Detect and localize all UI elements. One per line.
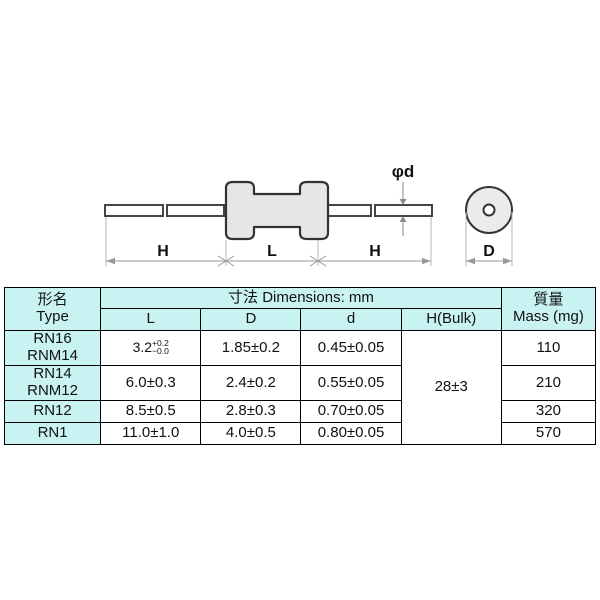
cell-diameter: 4.0±0.5 bbox=[200, 422, 302, 445]
tolerance-stack: +0.2 −0.0 bbox=[152, 338, 169, 357]
header-col-dd: d bbox=[300, 308, 402, 331]
resistor-body bbox=[224, 180, 330, 241]
phi-d-callout bbox=[399, 182, 407, 236]
header-type-jp: 形名 bbox=[37, 291, 68, 309]
specification-table-container: 形名 Type 寸法 Dimensions: mm 質量 Mass (mg) L… bbox=[3, 287, 597, 445]
tolerance-lower: −0.0 bbox=[152, 346, 169, 357]
tolerance-upper: +0.2 bbox=[152, 338, 169, 349]
witness-lines bbox=[105, 217, 432, 266]
cell-type: RN14 RNM12 bbox=[3, 365, 102, 401]
cell-mass: 210 bbox=[500, 365, 597, 401]
phi-d-label: φd bbox=[392, 162, 415, 181]
table-row: RN1 11.0±1.0 4.0±0.5 0.80±0.05 570 bbox=[3, 422, 597, 445]
cell-length: 6.0±0.3 bbox=[100, 365, 202, 401]
dimension-label-h-left: H bbox=[157, 243, 169, 260]
cell-mass: 110 bbox=[500, 330, 597, 366]
dimension-label-h-right: H bbox=[369, 243, 381, 260]
dimension-label-d: D bbox=[483, 243, 495, 260]
table-row: RN14 RNM12 6.0±0.3 2.4±0.2 0.55±0.05 210 bbox=[3, 365, 597, 401]
cell-diameter: 2.8±0.3 bbox=[200, 400, 302, 423]
header-mass-jp: 質量 bbox=[533, 291, 564, 309]
type-line: RNM12 bbox=[27, 382, 78, 399]
component-drawing: φd H L H bbox=[0, 0, 600, 285]
header-type-en: Type bbox=[36, 308, 69, 325]
table-body: RN16 RNM14 3.2 +0.2 −0.0 1.85±0.2 0.45±0.0… bbox=[3, 330, 597, 445]
dimension-line-hlh bbox=[106, 255, 431, 267]
type-line: RN16 bbox=[33, 330, 72, 348]
lead-segment-right-outer bbox=[374, 204, 433, 217]
lead-segment-left-outer bbox=[104, 204, 164, 217]
header-col-l: L bbox=[100, 308, 202, 331]
specification-table: 形名 Type 寸法 Dimensions: mm 質量 Mass (mg) L… bbox=[3, 287, 597, 445]
cell-type: RN12 bbox=[3, 400, 102, 423]
tolerance-base: 3.2 bbox=[132, 338, 153, 355]
cell-h-bulk: 28±3 bbox=[400, 330, 502, 445]
header-col-h: H(Bulk) bbox=[400, 308, 502, 331]
type-line: RN14 bbox=[33, 365, 72, 383]
cell-lead-dia: 0.80±0.05 bbox=[300, 422, 402, 445]
table-header-row-bottom: L D d H(Bulk) bbox=[5, 308, 596, 331]
type-line: RN12 bbox=[33, 402, 72, 420]
tolerance-value: 3.2 +0.2 −0.0 bbox=[132, 338, 169, 357]
cell-length: 3.2 +0.2 −0.0 bbox=[100, 330, 202, 366]
cell-lead-dia: 0.70±0.05 bbox=[300, 400, 402, 423]
cross-section-lead-hole bbox=[482, 203, 496, 217]
header-mass-en: Mass (mg) bbox=[512, 308, 584, 325]
cell-mass: 320 bbox=[500, 400, 597, 423]
cell-mass: 570 bbox=[500, 422, 597, 445]
cross-section-dimension-line bbox=[466, 257, 512, 265]
type-line: RNM14 bbox=[27, 347, 78, 364]
table-row: RN16 RNM14 3.2 +0.2 −0.0 1.85±0.2 0.45±0.0… bbox=[3, 330, 597, 445]
dimension-label-l: L bbox=[267, 243, 277, 260]
cell-diameter: 2.4±0.2 bbox=[200, 365, 302, 401]
cell-length: 11.0±1.0 bbox=[100, 422, 202, 445]
table-row: RN12 8.5±0.5 2.8±0.3 0.70±0.05 320 bbox=[3, 400, 597, 423]
cell-lead-dia: 0.55±0.05 bbox=[300, 365, 402, 401]
cell-diameter: 1.85±0.2 bbox=[200, 330, 302, 366]
header-mass: 質量 Mass (mg) bbox=[500, 287, 597, 331]
cell-type: RN1 bbox=[3, 422, 102, 445]
header-col-d: D bbox=[200, 308, 302, 331]
cell-lead-dia: 0.45±0.05 bbox=[300, 330, 402, 366]
header-type: 形名 Type bbox=[3, 287, 102, 331]
table-header-row-top: 形名 Type 寸法 Dimensions: mm 質量 Mass (mg) bbox=[3, 287, 597, 331]
cell-length: 8.5±0.5 bbox=[100, 400, 202, 423]
cell-type: RN16 RNM14 bbox=[3, 330, 102, 366]
lead-segment-left-inner bbox=[166, 204, 225, 217]
cross-section-witness-lines bbox=[465, 212, 513, 266]
type-line: RN1 bbox=[37, 424, 68, 442]
header-dimensions: 寸法 Dimensions: mm bbox=[100, 287, 502, 309]
